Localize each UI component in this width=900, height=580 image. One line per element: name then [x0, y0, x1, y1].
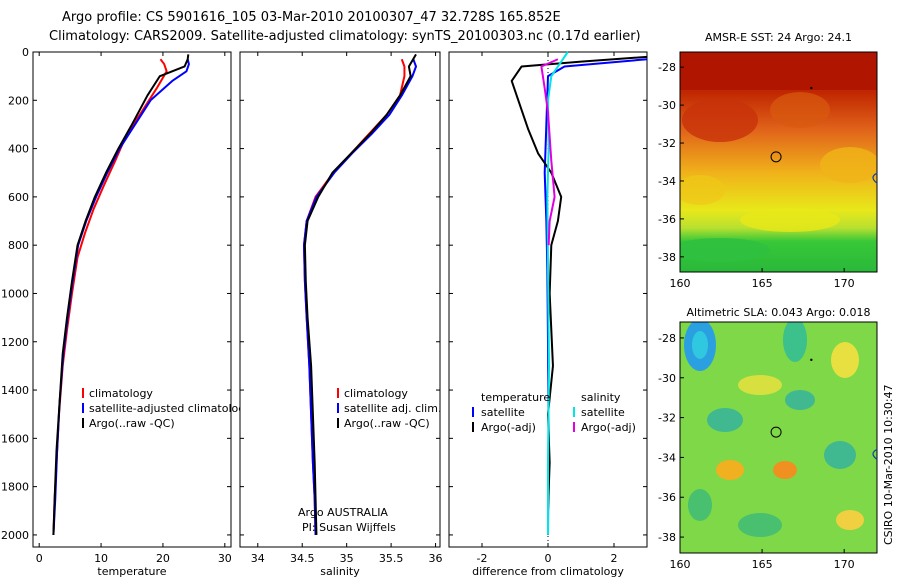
temperature-panel: 0 10 20 30 0 200 400 600 800 1000 1200 1400 1600 1800… [1, 46, 252, 578]
map-title: Altimetric SLA: 0.043 Argo: 0.018 [686, 306, 870, 319]
legend-label: climatology [89, 387, 153, 400]
x-axis-label: difference from climatology [472, 565, 624, 578]
x-tick-label: 160 [670, 277, 691, 290]
legend-label: satellite [481, 406, 525, 419]
x-tick-label: 165 [752, 277, 773, 290]
series-salinity-argo-adj- [540, 58, 559, 246]
x-axis-label: salinity [320, 565, 360, 578]
title-line-1: Argo profile: CS 5901616_105 03-Mar-2010… [62, 10, 561, 25]
y-tick-label: -28 [658, 61, 676, 74]
series-salinity-satellite [546, 51, 569, 535]
y-tick-label: 1800 [1, 481, 29, 494]
sla-map-image [680, 322, 877, 553]
x-tick-label: 35 [340, 552, 354, 565]
y-tick-label: 1600 [1, 432, 29, 445]
legend-label: satellite adj. clim. [344, 402, 441, 415]
x-tick-label: -2 [477, 552, 488, 565]
y-tick-label: 1400 [1, 384, 29, 397]
temperature-panel-frame [32, 51, 232, 548]
x-axis-label: temperature [97, 565, 166, 578]
title-line-2: Climatology: CARS2009. Satellite-adjuste… [49, 29, 641, 44]
legend-label: Argo(-adj) [481, 421, 536, 434]
legend-header-salinity: salinity [581, 391, 621, 404]
x-tick-label: 34.5 [290, 552, 315, 565]
x-tick-label: 0 [36, 552, 43, 565]
map-frame [679, 51, 878, 273]
sst-map-axes: AMSR-E SST: 24 Argo: 24.1 160 165 170 -28 -30… [658, 31, 878, 290]
x-tick-label: 160 [670, 558, 691, 571]
legend-label: satellite [581, 406, 625, 419]
series-satellite-adj-clim- [303, 58, 417, 535]
coastline [872, 172, 878, 184]
y-tick-label: -32 [658, 412, 676, 425]
coastline [872, 448, 878, 460]
y-tick-label: 200 [8, 94, 29, 107]
x-tick-label: 170 [834, 558, 855, 571]
legend-header-temperature: temperature [481, 391, 550, 404]
x-tick-label: 10 [94, 552, 108, 565]
x-tick-label: 165 [752, 558, 773, 571]
island-dot [810, 86, 813, 90]
y-tick-label: 400 [8, 143, 29, 156]
sst-map-image [680, 52, 877, 272]
legend-label: Argo(-adj) [581, 421, 636, 434]
legend-label: Argo(..raw -QC) [344, 417, 430, 430]
y-tick-label: 1200 [1, 336, 29, 349]
legend-label: climatology [344, 387, 408, 400]
map-frame [679, 321, 878, 554]
series-argo-raw-qc- [52, 54, 190, 535]
y-tick-label: -36 [658, 491, 676, 504]
y-tick-label: -38 [658, 251, 676, 264]
sla-map-axes: Altimetric SLA: 0.043 Argo: 0.018 160 165 1… [658, 306, 878, 571]
salinity-panel: 34 34.5 35 35.5 36 salinity climatology satelli… [239, 51, 443, 578]
legend-label: Argo(..raw -QC) [89, 417, 175, 430]
map-title: AMSR-E SST: 24 Argo: 24.1 [705, 31, 852, 44]
y-tick-label: -28 [658, 332, 676, 345]
legend-label: satellite-adjusted climatology [89, 402, 252, 415]
y-tick-label: 2000 [1, 529, 29, 542]
x-tick-label: 0 [545, 552, 552, 565]
y-tick-label: -30 [658, 372, 676, 385]
x-tick-label: 170 [834, 277, 855, 290]
x-tick-label: 20 [156, 552, 170, 565]
y-tick-label: 800 [8, 239, 29, 252]
y-tick-label: -32 [658, 137, 676, 150]
island-dot [810, 358, 813, 362]
y-tick-label: 1000 [1, 287, 29, 300]
y-tick-label: 0 [22, 46, 29, 59]
y-tick-label: 600 [8, 191, 29, 204]
annotation: PI: Susan Wijffels [302, 521, 396, 534]
argo-position-marker [770, 426, 782, 438]
series-argo-raw-qc- [303, 53, 417, 535]
x-tick-label: 30 [218, 552, 232, 565]
x-tick-label: 2 [611, 552, 618, 565]
x-tick-label: 35.5 [379, 552, 404, 565]
x-tick-label: 36 [429, 552, 443, 565]
y-tick-label: -34 [658, 451, 676, 464]
y-tick-label: -30 [658, 99, 676, 112]
y-tick-label: -38 [658, 531, 676, 544]
y-tick-label: -34 [658, 175, 676, 188]
y-tick-label: -36 [658, 213, 676, 226]
annotation: Argo AUSTRALIA [298, 506, 388, 519]
x-tick-label: 34 [251, 552, 265, 565]
salinity-panel-frame [239, 51, 441, 548]
argo-position-marker [770, 151, 782, 163]
